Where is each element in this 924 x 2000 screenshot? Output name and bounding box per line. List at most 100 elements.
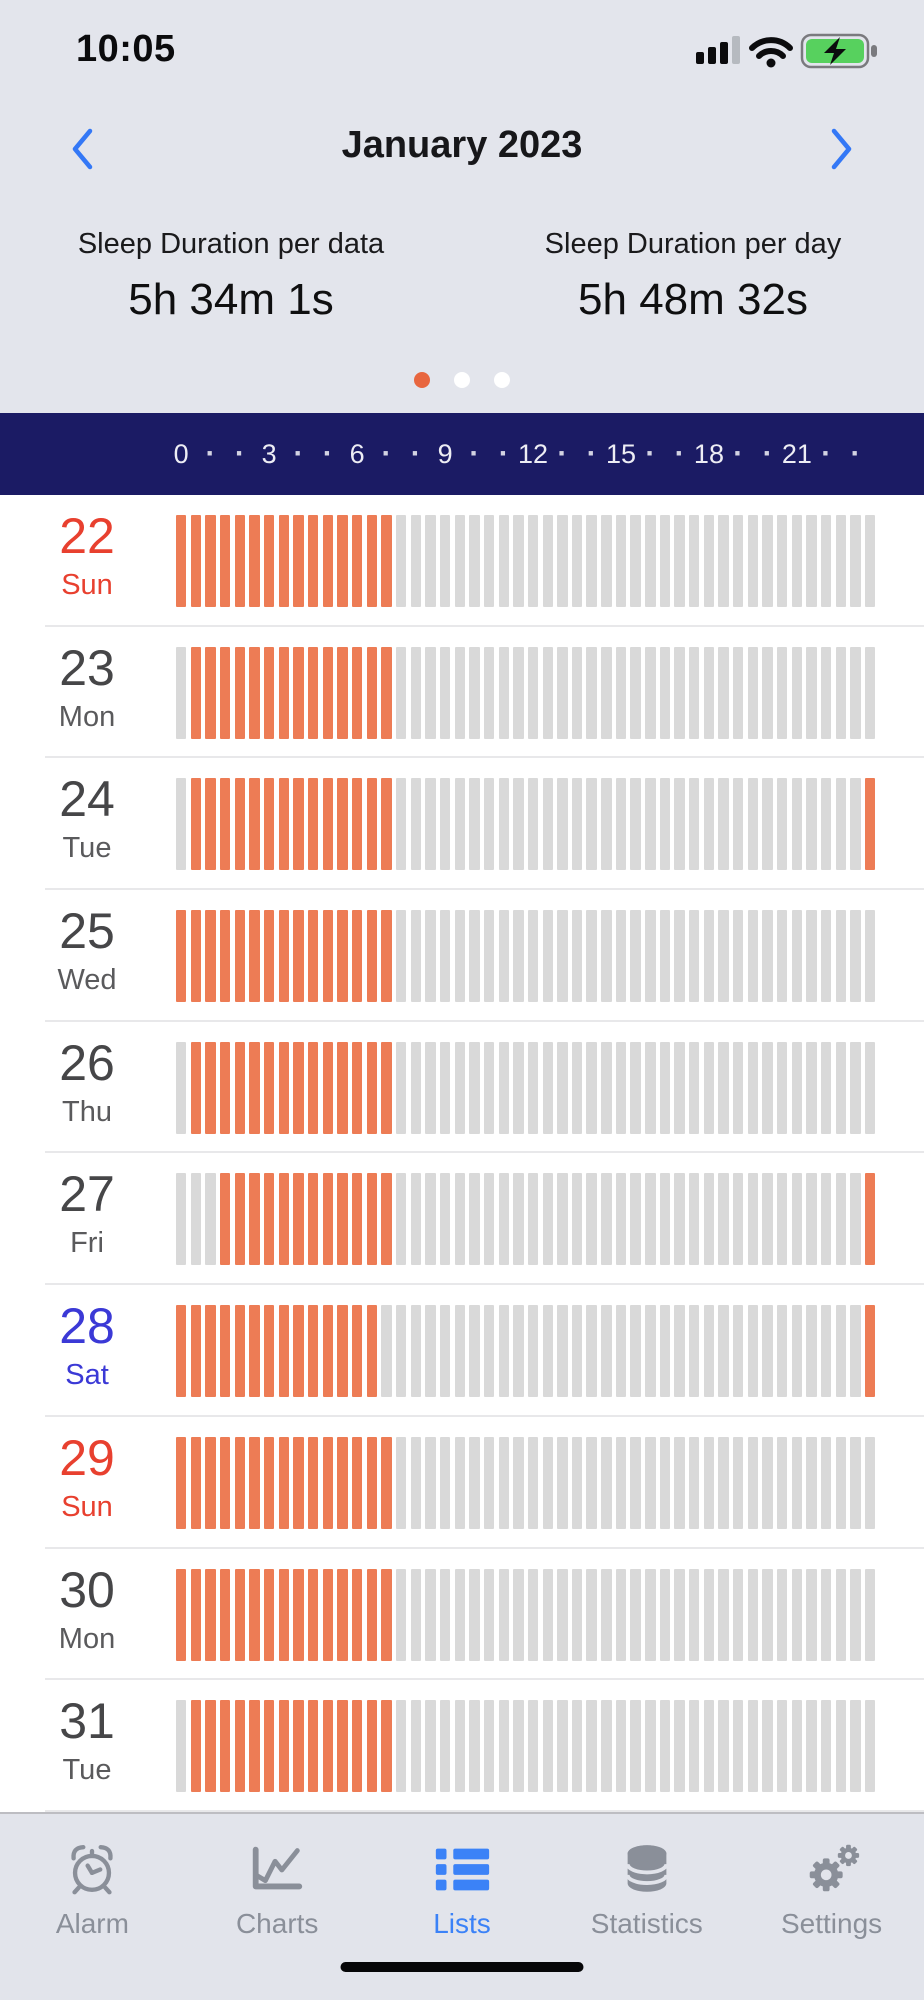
awake-bar-segment — [703, 646, 715, 739]
awake-bar-segment — [703, 1305, 715, 1398]
sleep-bar-segment — [337, 1436, 348, 1529]
hour-label: 12 — [518, 439, 549, 469]
awake-bar-segment — [645, 778, 656, 871]
awake-bar-segment — [498, 515, 509, 607]
awake-bar-segment — [513, 1173, 524, 1266]
sleep-bar-segment — [293, 778, 304, 871]
battery-charging-icon — [800, 33, 877, 69]
awake-bar-segment — [498, 1041, 509, 1134]
awake-bar-segment — [410, 1173, 421, 1266]
day-row-22[interactable]: 22 Sun — [0, 495, 924, 627]
awake-bar-segment — [718, 1436, 729, 1529]
sleep-bar-segment — [176, 1568, 187, 1661]
day-row-29[interactable]: 29 Sun — [0, 1416, 924, 1549]
day-row-24[interactable]: 24 Tue — [0, 758, 924, 891]
day-row-31[interactable]: 31 Tue — [0, 1680, 924, 1812]
awake-bar-segment — [601, 1305, 612, 1398]
sleep-bar-segment — [307, 778, 319, 871]
sleep-bar-segment — [219, 1436, 231, 1529]
awake-bar-segment — [806, 1041, 817, 1134]
awake-bar-segment — [777, 1305, 788, 1398]
awake-bar-segment — [469, 1568, 480, 1661]
page-dot[interactable] — [494, 372, 510, 388]
sleep-bar-segment — [351, 1041, 363, 1134]
awake-bar-segment — [527, 1568, 539, 1661]
tab-lists[interactable]: Lists — [370, 1814, 555, 2000]
sleep-bar-segment — [293, 515, 304, 607]
tab-alarm[interactable]: Alarm — [0, 1814, 185, 2000]
chevron-left-icon — [72, 128, 93, 170]
sleep-bar-segment — [176, 515, 187, 607]
sleep-bar-segment — [307, 1436, 319, 1529]
awake-bar-segment — [689, 515, 700, 607]
awake-bar-segment — [645, 910, 656, 1003]
day-row-25[interactable]: 25 Wed — [0, 890, 924, 1022]
awake-bar-segment — [527, 1041, 539, 1134]
day-weekday: Sun — [61, 569, 113, 601]
awake-bar-segment — [659, 910, 671, 1003]
awake-bar-segment — [498, 1173, 509, 1266]
sleep-bar-segment — [293, 1041, 304, 1134]
awake-bar-segment — [469, 1305, 480, 1398]
day-row-26[interactable]: 26 Thu — [0, 1021, 924, 1154]
awake-bar-segment — [821, 1568, 832, 1661]
day-number: 26 — [59, 1034, 115, 1091]
awake-bar-segment — [557, 1041, 568, 1134]
sleep-bar-segment — [278, 1173, 289, 1266]
awake-bar-segment — [615, 1436, 627, 1529]
awake-bar-segment — [542, 1700, 553, 1793]
awake-bar-segment — [483, 646, 495, 739]
home-indicator[interactable] — [340, 1962, 584, 1972]
page-dot[interactable] — [454, 372, 470, 388]
awake-bar-segment — [498, 1700, 509, 1793]
awake-bar-segment — [601, 1041, 612, 1134]
awake-bar-segment — [557, 1173, 568, 1266]
awake-bar-segment — [454, 1305, 465, 1398]
day-weekday: Tue — [62, 1754, 112, 1787]
awake-bar-segment — [410, 646, 421, 739]
day-row-30[interactable]: 30 Mon — [0, 1548, 924, 1681]
day-row-28[interactable]: 28 Sat — [0, 1285, 924, 1417]
sleep-bar-segment — [381, 515, 392, 607]
awake-bar-segment — [513, 1568, 524, 1661]
page-dot-active[interactable] — [414, 372, 430, 388]
awake-bar-segment — [689, 1041, 700, 1134]
tab-settings[interactable]: Settings — [739, 1814, 924, 2000]
awake-bar-segment — [821, 1700, 832, 1793]
awake-bar-segment — [586, 515, 597, 607]
awake-bar-segment — [689, 1568, 700, 1661]
sleep-bar-segment — [190, 1568, 202, 1661]
awake-bar-segment — [806, 515, 817, 607]
next-month-button[interactable] — [812, 126, 872, 174]
day-weekday: Sat — [65, 1359, 109, 1392]
awake-bar-segment — [630, 910, 641, 1003]
awake-bar-segment — [718, 1305, 729, 1398]
awake-bar-segment — [791, 1305, 803, 1398]
previous-month-button[interactable] — [52, 126, 112, 174]
sleep-bar-segment — [366, 910, 377, 1003]
sleep-bar-segment — [381, 1436, 392, 1529]
sleep-bar-segment — [381, 1173, 392, 1266]
sleep-bar-segment — [865, 778, 876, 871]
sleep-bar-segment — [263, 1041, 275, 1134]
awake-bar-segment — [835, 1173, 847, 1266]
sleep-bar-segment — [234, 646, 246, 739]
day-row-27[interactable]: 27 Fri — [0, 1153, 924, 1286]
sleep-bar-segment — [249, 910, 260, 1003]
awake-bar-segment — [483, 1173, 495, 1266]
day-number: 29 — [59, 1429, 115, 1486]
cellular-signal-icon — [696, 36, 740, 64]
awake-bar-segment — [674, 910, 685, 1003]
awake-bar-segment — [718, 515, 729, 607]
awake-bar-segment — [747, 646, 759, 739]
hour-tick: · — [205, 437, 216, 470]
day-row-23[interactable]: 23 Mon — [0, 626, 924, 759]
awake-bar-segment — [865, 515, 876, 607]
sleep-bar-segment — [249, 778, 260, 871]
awake-bar-segment — [542, 1436, 553, 1529]
awake-bar-segment — [571, 1305, 583, 1398]
tab-statistics[interactable]: Statistics — [554, 1814, 739, 2000]
alarm-clock-icon — [61, 1838, 123, 1900]
tab-charts[interactable]: Charts — [185, 1814, 370, 2000]
awake-bar-segment — [557, 778, 568, 871]
